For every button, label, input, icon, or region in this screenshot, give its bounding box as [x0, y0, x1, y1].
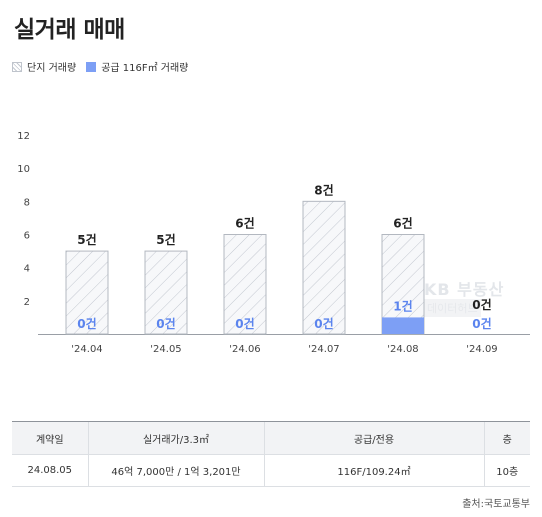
y-tick-label: 6	[24, 231, 30, 242]
bar-complex-volume[interactable]	[65, 250, 109, 335]
data-label-unit: 1건	[393, 298, 412, 313]
data-label-unit: 0건	[77, 316, 96, 331]
bar-unit-volume[interactable]	[382, 317, 424, 334]
legend-label-complex: 단지 거래량	[27, 63, 77, 74]
x-tick-label: '24.09	[466, 344, 497, 355]
bar-complex-volume[interactable]	[144, 250, 188, 335]
x-tick-label: '24.04	[71, 344, 102, 355]
hatch-swatch-icon	[12, 61, 22, 72]
y-tick-label: 8	[24, 197, 30, 208]
data-label-unit: 0건	[235, 316, 254, 331]
data-label-total: 6건	[393, 216, 412, 231]
col-header-price: 실거래가/3.3㎡	[87, 421, 264, 455]
y-tick-label: 4	[24, 264, 30, 275]
data-label-total: 8건	[314, 182, 333, 197]
col-header-area: 공급/전용	[263, 421, 484, 455]
data-label-unit: 0건	[472, 316, 491, 331]
bar-complex-volume[interactable]	[302, 200, 346, 335]
x-tick-label: '24.05	[150, 344, 181, 355]
cell-price: 46억 7,000만 / 1억 3,201만	[87, 454, 264, 487]
legend-label-unit: 공급 116F㎡ 거래량	[101, 63, 189, 74]
table-header-row: 계약일 실거래가/3.3㎡ 공급/전용 층	[12, 421, 530, 455]
bar-complex-volume[interactable]	[223, 234, 267, 335]
x-tick-label: '24.08	[387, 344, 418, 355]
watermark-sub: 데이터허브	[424, 299, 481, 317]
transaction-table: 계약일 실거래가/3.3㎡ 공급/전용 층 24.08.05 46억 7,000…	[12, 421, 530, 487]
data-label-unit: 0건	[156, 316, 175, 331]
cell-floor: 10층	[483, 454, 530, 487]
cell-area: 116F/109.24㎡	[263, 454, 484, 487]
data-label-total: 0건	[472, 297, 491, 312]
source-note: 출처:국토교통부	[462, 499, 530, 510]
y-tick-label: 12	[17, 131, 30, 142]
table-row[interactable]: 24.08.05 46억 7,000만 / 1억 3,201만 116F/109…	[12, 454, 530, 487]
chart-legend: 단지 거래량 공급 116F㎡ 거래량	[12, 59, 198, 74]
data-label-total: 5건	[156, 232, 175, 247]
data-label-total: 5건	[77, 232, 96, 247]
col-header-floor: 층	[483, 421, 530, 455]
y-tick-label: 2	[24, 297, 30, 308]
x-tick-label: '24.06	[229, 344, 260, 355]
legend-item-unit[interactable]: 공급 116F㎡ 거래량	[86, 59, 188, 74]
x-tick-label: '24.07	[308, 344, 339, 355]
y-tick-label: 10	[17, 164, 30, 175]
col-header-date: 계약일	[12, 421, 88, 455]
legend-item-complex[interactable]: 단지 거래량	[12, 59, 76, 74]
page-title: 실거래 매매	[14, 17, 125, 43]
transaction-bar-chart: 2 4 6 8 10 12 5건 0건 5건 0건 6건 0건 8건 0건 6건 1건 0건 0건 '24.04…	[17, 131, 530, 355]
cell-date: 24.08.05	[12, 454, 88, 487]
data-label-unit: 0건	[314, 316, 333, 331]
watermark-logo: KB 부동산	[424, 280, 505, 299]
blue-swatch-icon	[86, 61, 97, 72]
data-label-total: 6건	[235, 216, 254, 231]
